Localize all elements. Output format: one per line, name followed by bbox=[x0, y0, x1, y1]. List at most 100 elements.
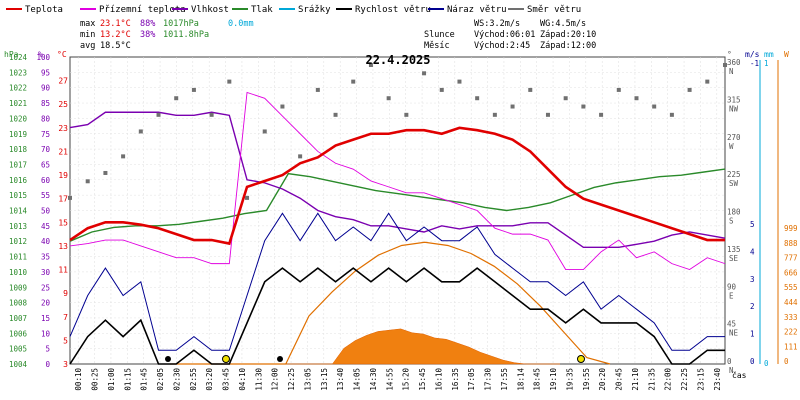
stats-sun-label: Slunce bbox=[424, 30, 455, 40]
hpa-tick-label: 1017 bbox=[9, 160, 27, 169]
sunrise-marker bbox=[222, 355, 230, 363]
rain-tick-label: 0 bbox=[764, 359, 769, 368]
grid bbox=[70, 57, 725, 364]
solar-tick-label: 222 bbox=[784, 328, 798, 337]
stats-moon-rise: Východ:2:45 bbox=[474, 41, 530, 51]
axis-unit-hpa: hPa bbox=[4, 50, 19, 59]
wind-direction-point bbox=[723, 63, 727, 67]
solar-tick-label: 333 bbox=[784, 313, 798, 322]
stats-min-temp: 13.2°C bbox=[100, 30, 131, 40]
hpa-tick-label: 1024 bbox=[9, 53, 28, 62]
x-tick-label: 19:55 bbox=[582, 368, 591, 391]
hpa-tick-label: 1005 bbox=[9, 345, 27, 354]
solar-tick-label: 666 bbox=[784, 268, 798, 277]
wind-direction-point bbox=[245, 195, 250, 200]
wind-direction-point bbox=[191, 87, 196, 92]
wind-direction-point bbox=[475, 96, 480, 101]
x-axis-label: čas bbox=[732, 370, 747, 380]
x-tick-label: 14:30 bbox=[369, 368, 378, 391]
stats-moon-label: Měsíc bbox=[424, 41, 450, 51]
dir-tick-label: 135 bbox=[727, 245, 741, 254]
dir-tick-name: SW bbox=[729, 179, 739, 188]
pct-tick-label: 55 bbox=[41, 191, 50, 200]
wind-direction-point bbox=[439, 87, 444, 92]
axis-unit-rain: mm bbox=[764, 50, 774, 59]
dir-tick-name: NE bbox=[729, 329, 739, 338]
wind-tick-label: 1 bbox=[750, 330, 755, 339]
temperature-line bbox=[69, 126, 725, 246]
x-tick-label: 01:45 bbox=[140, 368, 149, 391]
dir-tick-name: NW bbox=[729, 104, 739, 113]
wind-direction-point bbox=[280, 104, 285, 109]
x-tick-label: 15:20 bbox=[402, 368, 411, 391]
x-tick-label: 21:35 bbox=[647, 368, 656, 391]
wind-direction-point bbox=[510, 104, 515, 109]
temp-tick-label: 27 bbox=[58, 77, 68, 86]
wind-tick-label: 2 bbox=[750, 302, 755, 311]
legend-label-wind-dir: Směr větru bbox=[527, 5, 581, 15]
dir-tick-name: SE bbox=[729, 254, 739, 263]
hpa-tick-label: 1022 bbox=[9, 84, 27, 93]
x-tick-label: 20:20 bbox=[598, 368, 607, 391]
wind-direction-point bbox=[705, 79, 710, 84]
temp-tick-label: 3 bbox=[63, 360, 68, 369]
wind-direction-point bbox=[422, 71, 427, 76]
x-tick-label: 14:55 bbox=[385, 368, 394, 391]
axis-units: hPa % °C ° m/s mm W bbox=[4, 50, 789, 59]
x-tick-label: 01:00 bbox=[107, 368, 116, 391]
x-tick-label: 03:20 bbox=[205, 368, 214, 391]
x-tick-label: 13:05 bbox=[303, 368, 312, 391]
wind-direction-point bbox=[121, 154, 126, 159]
dir-tick-label: 90 bbox=[727, 282, 737, 291]
temp-tick-label: 13 bbox=[58, 242, 68, 251]
hpa-tick-label: 1023 bbox=[9, 68, 27, 77]
axis-unit-temp: °C bbox=[57, 50, 67, 59]
temp-tick-label: 11 bbox=[58, 266, 68, 275]
x-tick-label: 19:35 bbox=[565, 368, 574, 391]
temp-tick-label: 17 bbox=[58, 195, 68, 204]
wind-direction-point bbox=[687, 87, 692, 92]
stats-wg: WG:4.5m/s bbox=[540, 19, 586, 29]
pct-tick-label: 10 bbox=[41, 329, 51, 338]
stats-ws: WS:3.2m/s bbox=[474, 19, 520, 29]
series-layer bbox=[68, 63, 727, 365]
pct-tick-label: 95 bbox=[41, 68, 50, 77]
solar-tick-label: 888 bbox=[784, 239, 798, 248]
stats-avg-label: avg bbox=[80, 41, 95, 51]
x-tick-label: 13:40 bbox=[336, 368, 345, 391]
pct-tick-label: 65 bbox=[41, 160, 50, 169]
hpa-tick-label: 1006 bbox=[9, 329, 28, 338]
x-tick-label: 03:45 bbox=[222, 368, 231, 391]
solar-tick-label: 0 bbox=[784, 357, 789, 366]
wind-direction-point bbox=[351, 79, 356, 84]
x-tick-label: 23:15 bbox=[696, 368, 705, 391]
wind-direction-point bbox=[563, 96, 568, 101]
x-tick-label: 13:15 bbox=[320, 368, 329, 391]
dir-tick-label: 360 bbox=[727, 58, 741, 67]
x-tick-label: 15:45 bbox=[418, 368, 427, 391]
wind-direction-point bbox=[634, 96, 639, 101]
dir-tick-label: 180 bbox=[727, 208, 741, 217]
wind-direction-point bbox=[599, 112, 604, 117]
x-tick-label: 21:10 bbox=[631, 368, 640, 391]
wind-direction-point bbox=[174, 96, 179, 101]
x-tick-label: 17:05 bbox=[467, 368, 476, 391]
dir-tick-name: S bbox=[729, 217, 734, 226]
moonset-marker bbox=[277, 356, 283, 362]
x-tick-label: 16:10 bbox=[434, 368, 443, 391]
wind-direction-point bbox=[581, 104, 586, 109]
wind-direction-point bbox=[262, 129, 267, 134]
hpa-tick-label: 1020 bbox=[9, 114, 28, 123]
dir-tick-name: W bbox=[729, 142, 734, 151]
dir-tick-label: 45 bbox=[727, 320, 736, 329]
wind-direction-point bbox=[652, 104, 657, 109]
wind-direction-point bbox=[492, 112, 497, 117]
dir-tick-name: N bbox=[729, 67, 734, 76]
x-tick-label: 16:35 bbox=[451, 368, 460, 391]
pressure-line bbox=[69, 168, 726, 242]
pct-tick-label: 80 bbox=[41, 114, 51, 123]
stats-max-label: max bbox=[80, 19, 95, 29]
x-axis-ticks: 00:10 00:25 01:00 01:15 01:45 02:05 02:30 02:55… bbox=[74, 368, 722, 391]
stats-moon-set: Západ:12:00 bbox=[540, 41, 596, 51]
